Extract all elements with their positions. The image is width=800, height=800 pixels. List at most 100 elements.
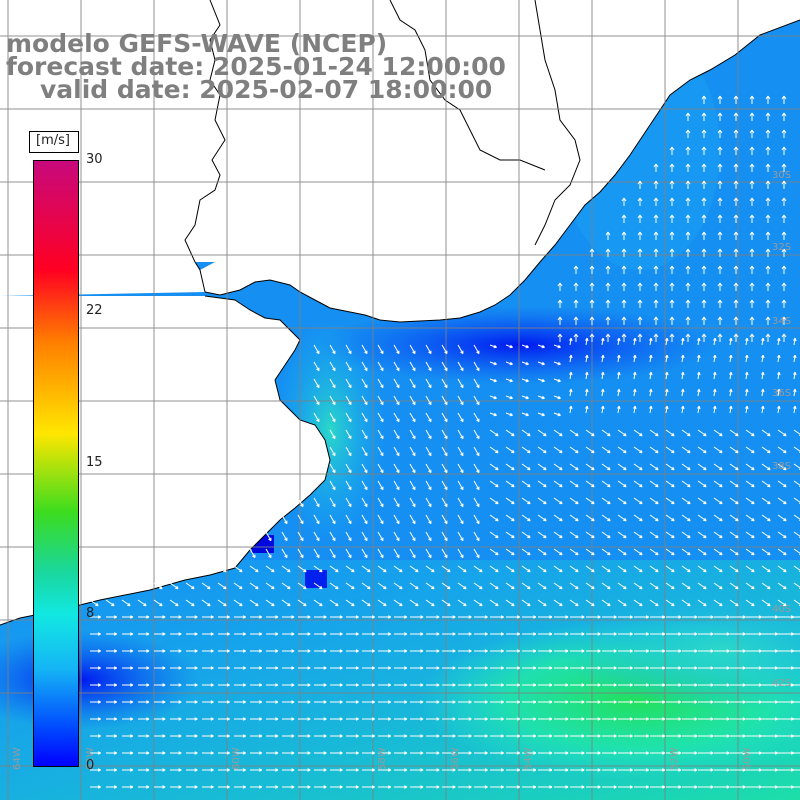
wind-arrow [569,531,579,539]
wind-arrow [713,388,717,397]
wind-arrow [426,632,440,636]
wind-arrow [441,378,448,389]
wind-arrow [170,632,182,636]
wind-arrow [601,405,605,414]
wind-arrow [170,785,182,789]
wind-arrow [733,197,739,206]
wind-arrow [106,632,118,636]
wind-arrow [457,565,467,573]
wind-arrow [394,615,408,619]
wind-arrow [185,565,195,573]
wind-arrow [761,446,771,454]
wind-arrow [154,785,166,789]
wind-arrow [202,717,214,721]
wind-arrow [794,735,800,737]
wind-arrow [313,514,320,525]
wind-arrow [329,344,336,355]
wind-arrow [697,405,701,414]
wind-arrow [637,231,643,240]
wind-arrow [749,146,755,155]
wind-arrow [377,480,384,491]
wind-arrow [650,785,666,789]
wind-arrow [554,649,569,653]
wind-arrow [762,734,778,738]
wind-arrow [681,497,691,505]
wind-arrow [186,683,198,687]
wind-arrow [521,344,529,349]
wind-arrow [361,599,371,607]
wind-arrow [666,649,682,653]
wind-arrow [697,548,707,556]
wind-arrow [362,700,375,704]
wind-arrow [617,514,627,522]
wind-arrow [761,582,771,590]
wind-arrow [473,480,480,491]
wind-arrow [329,582,339,590]
wind-arrow [701,333,707,342]
wind-arrow [701,95,707,104]
lat-label: 34S [772,316,791,327]
wind-arrow [618,666,633,670]
wind-arrow [713,429,723,437]
wind-arrow [665,354,669,363]
wind-arrow [617,531,627,539]
wind-arrow [282,632,295,636]
wind-arrow [713,463,723,471]
wind-arrow [378,717,392,721]
wind-arrow [394,666,408,670]
wind-arrow [633,446,643,454]
wind-arrow [505,531,515,539]
wind-arrow [729,405,733,414]
wind-arrow [749,248,755,257]
wind-arrow [393,582,403,590]
wind-arrow [329,565,339,573]
wind-arrow [441,361,448,372]
wind-arrow [106,717,118,721]
wind-arrow [618,683,633,687]
wind-arrow [186,649,198,653]
wind-arrow [345,395,352,406]
lat-label: 42S [772,678,791,689]
wind-arrow [682,785,698,789]
wind-arrow [666,751,682,755]
wind-arrow [186,700,198,704]
wind-arrow [377,412,384,423]
wind-arrow [781,299,787,308]
wind-arrow [441,480,448,491]
wind-arrow [717,180,723,189]
wind-arrow [777,565,787,573]
wind-arrow [537,378,545,383]
wind-arrow [458,768,472,772]
wind-arrow [585,480,595,488]
wind-arrow [538,734,553,738]
wind-arrow [490,785,504,789]
wind-arrow [681,514,691,522]
wind-arrow [410,666,424,670]
wind-arrow [777,429,787,437]
wind-arrow [777,582,787,590]
wind-arrow [345,582,355,590]
wind-arrow [377,599,387,607]
wind-arrow [121,599,131,607]
wind-arrow [346,734,359,738]
wind-arrow [665,429,675,437]
wind-arrow [394,649,408,653]
wind-arrow [266,683,279,687]
wind-arrow [714,700,730,704]
lon-label: 54W [523,747,534,770]
wind-arrow [522,717,537,721]
wind-arrow [345,378,352,389]
wind-arrow [717,316,723,325]
wind-arrow [729,548,739,556]
wind-arrow [685,282,691,291]
wind-arrow [570,785,585,789]
wind-arrow [746,700,762,704]
wind-arrow [489,582,499,590]
wind-arrow [250,683,263,687]
wind-arrow [89,599,99,607]
wind-arrow [218,683,230,687]
wind-arrow [281,548,288,559]
wind-arrow [649,514,659,522]
wind-arrow [441,565,451,573]
wind-arrow [185,599,195,607]
